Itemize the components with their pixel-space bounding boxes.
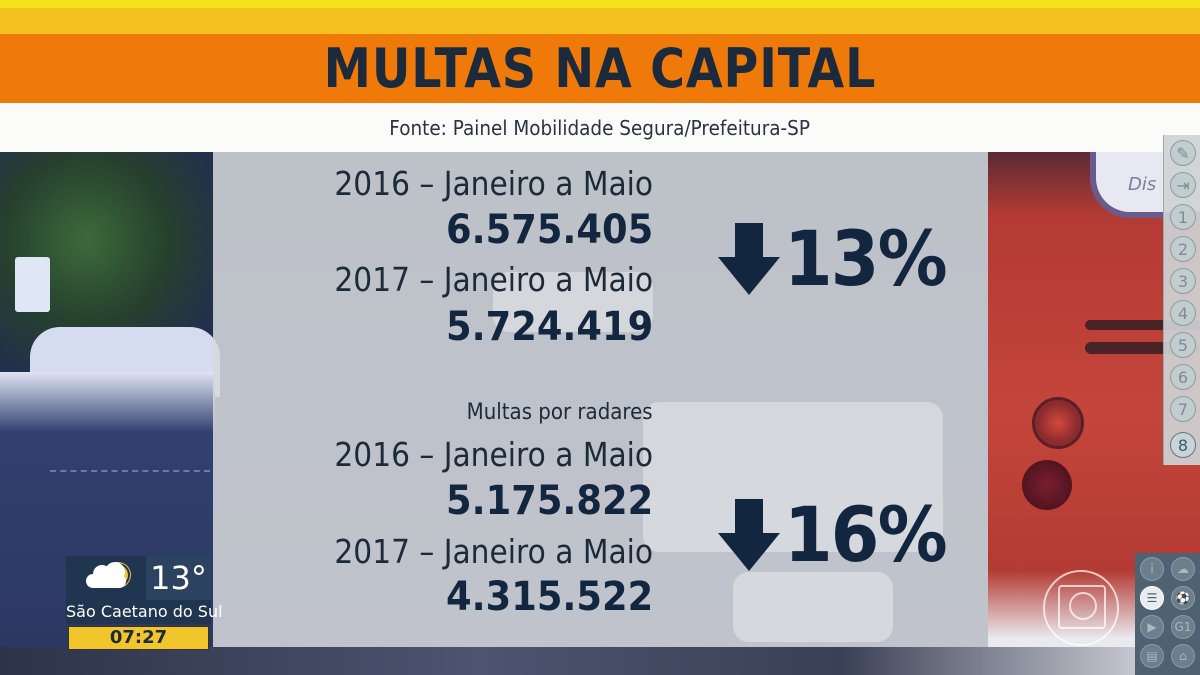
- weather-temperature: 13°: [146, 556, 211, 600]
- info-icon[interactable]: i: [1140, 557, 1164, 581]
- top-gold-band: [0, 8, 1200, 34]
- menu-list-icon[interactable]: ☰: [1140, 586, 1164, 610]
- pencil-icon[interactable]: ✎: [1170, 140, 1196, 166]
- page-title: MULTAS NA CAPITAL: [323, 37, 877, 100]
- total-2016-value: 6.575.405: [445, 207, 653, 253]
- arrow-down-icon: [718, 498, 780, 571]
- document-icon[interactable]: ▤: [1140, 644, 1164, 668]
- nav-page-3[interactable]: 3: [1170, 268, 1196, 294]
- weather-city: São Caetano do Sul: [66, 600, 223, 624]
- title-bar: MULTAS NA CAPITAL: [0, 34, 1200, 103]
- stats-panel: 2016 – Janeiro a Maio 6.575.405 2017 – J…: [213, 152, 988, 647]
- sports-icon[interactable]: ⚽: [1171, 586, 1195, 610]
- total-2016-label: 2016 – Janeiro a Maio: [334, 164, 653, 203]
- total-change: 13%: [718, 214, 960, 303]
- top-yellow-band: [0, 0, 1200, 8]
- cloud-icon[interactable]: ☁: [1171, 557, 1195, 581]
- radar-change-percent: 16%: [784, 490, 948, 579]
- nav-page-4[interactable]: 4: [1170, 300, 1196, 326]
- bg-dash-line: [50, 470, 210, 472]
- source-caption: Fonte: Painel Mobilidade Segura/Prefeitu…: [389, 115, 811, 140]
- nav-page-7[interactable]: 7: [1170, 396, 1196, 422]
- globo-logo-icon: [1043, 570, 1119, 646]
- play-video-icon[interactable]: ▶: [1140, 615, 1164, 639]
- bg-ghost: [733, 572, 893, 642]
- nav-page-2[interactable]: 2: [1170, 236, 1196, 262]
- nav-page-6[interactable]: 6: [1170, 364, 1196, 390]
- radar-change: 16%: [718, 490, 960, 579]
- bg-ghost: [493, 272, 653, 332]
- arrow-down-icon: [718, 222, 780, 295]
- partly-cloudy-icon: [66, 556, 146, 600]
- side-navigation: ✎ ⇥ 1 2 3 4 5 6 7 8: [1163, 135, 1200, 465]
- nav-page-8[interactable]: 8: [1170, 432, 1196, 458]
- radar-2016-label: 2016 – Janeiro a Maio: [334, 435, 653, 474]
- radar-2017-label: 2017 – Janeiro a Maio: [334, 532, 653, 571]
- nav-page-1[interactable]: 1: [1170, 204, 1196, 230]
- bg-bus-stripe: [1085, 320, 1200, 330]
- clock-time: 07:27: [68, 626, 209, 650]
- total-change-percent: 13%: [784, 214, 948, 303]
- bg-sign: [15, 257, 50, 312]
- total-2017-value: 5.724.419: [445, 304, 653, 350]
- g1-icon[interactable]: G1: [1171, 615, 1195, 639]
- total-2017-label: 2017 – Janeiro a Maio: [334, 260, 653, 299]
- radar-section-label: Multas por radares: [467, 400, 653, 425]
- weather-widget: 13° São Caetano do Sul 07:27: [66, 556, 223, 654]
- bg-bus-light: [1022, 460, 1072, 510]
- radar-2016-value: 5.175.822: [445, 478, 653, 524]
- bg-bus-destination: Dis: [1128, 174, 1157, 195]
- bg-bottom: [0, 647, 1200, 675]
- bg-bus-light: [1032, 397, 1084, 449]
- home-icon[interactable]: ⌂: [1171, 644, 1195, 668]
- nav-page-5[interactable]: 5: [1170, 332, 1196, 358]
- radar-2017-value: 4.315.522: [445, 574, 653, 620]
- bg-ghost: [643, 402, 943, 552]
- source-bar: Fonte: Painel Mobilidade Segura/Prefeitu…: [0, 103, 1200, 152]
- exit-icon[interactable]: ⇥: [1170, 172, 1196, 198]
- app-grid: i ☁ ☰ ⚽ ▶ G1 ▤ ⌂: [1135, 553, 1200, 675]
